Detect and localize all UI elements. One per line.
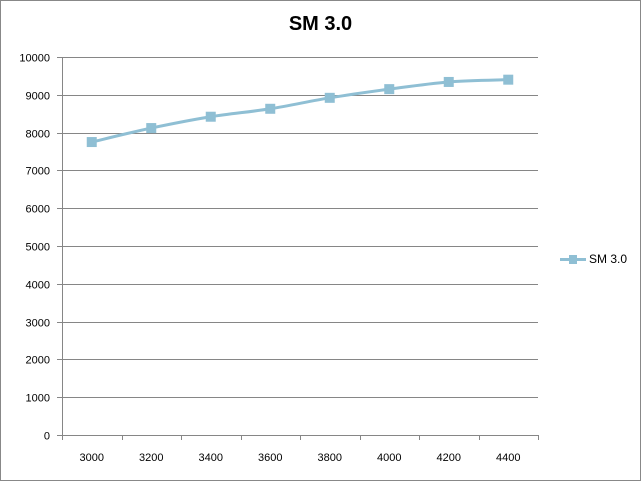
y-tick-label: 2000 — [26, 355, 50, 367]
y-tick-label: 4000 — [26, 280, 50, 292]
chart-title: SM 3.0 — [288, 13, 353, 35]
data-point-marker — [503, 74, 514, 85]
x-tick-label: 3000 — [80, 452, 104, 464]
x-tick-label: 4000 — [377, 452, 401, 464]
legend-label: SM 3.0 — [589, 252, 628, 266]
x-tick-label: 3600 — [258, 452, 282, 464]
x-tick-label: 4200 — [437, 452, 461, 464]
data-point-marker — [443, 76, 454, 87]
y-tick-label: 5000 — [26, 242, 50, 254]
data-point-marker — [205, 111, 216, 122]
x-tick-label: 3200 — [139, 452, 163, 464]
y-tick-label: 9000 — [26, 91, 50, 103]
y-tick-label: 8000 — [26, 129, 50, 141]
y-tick-label: 3000 — [26, 318, 50, 330]
x-tick-label: 3400 — [199, 452, 223, 464]
data-point-marker — [146, 123, 157, 134]
data-point-marker — [86, 137, 97, 148]
legend: SM 3.0 — [560, 252, 627, 266]
data-point-marker — [324, 92, 335, 103]
y-tick-label: 6000 — [26, 204, 50, 216]
y-tick-label: 10000 — [19, 53, 50, 65]
y-tick-label: 0 — [44, 431, 50, 443]
data-point-marker — [265, 103, 276, 114]
x-tick-label: 3800 — [318, 452, 342, 464]
legend-series-icon — [560, 254, 586, 264]
x-tick-label: 4400 — [496, 452, 520, 464]
y-tick-label: 7000 — [26, 166, 50, 178]
y-tick-label: 1000 — [26, 393, 50, 405]
data-point-marker — [384, 84, 395, 95]
